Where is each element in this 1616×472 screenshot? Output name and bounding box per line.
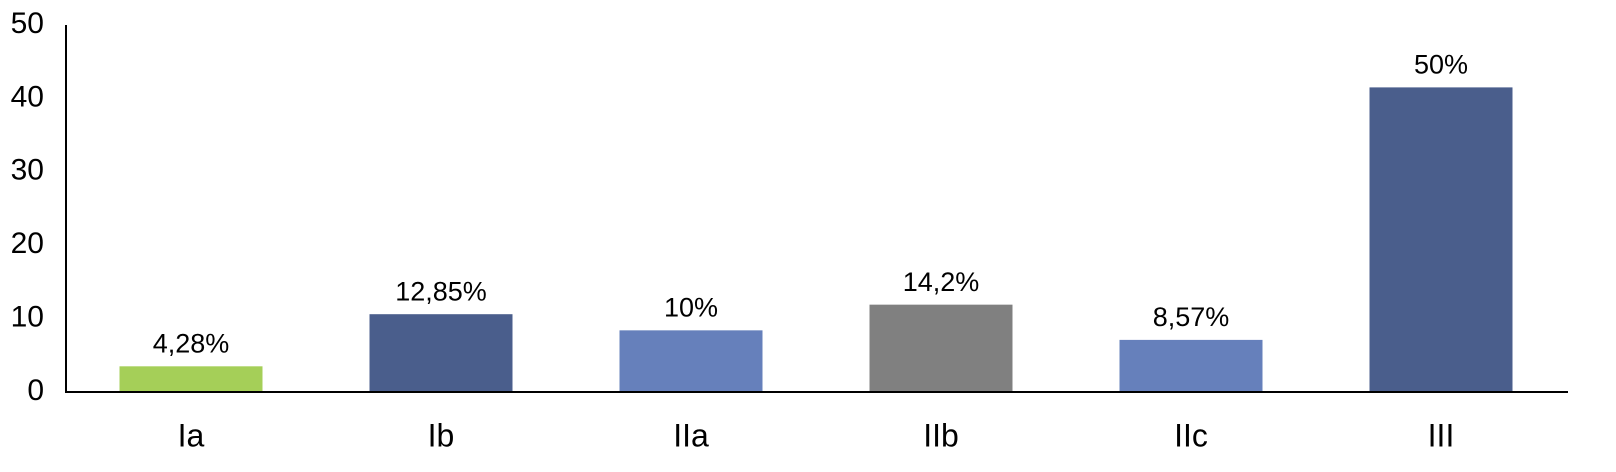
x-tick-label: IIa <box>673 417 709 453</box>
bar <box>119 366 263 392</box>
y-tick-label: 40 <box>11 80 44 113</box>
y-tick-label: 30 <box>11 154 44 187</box>
x-tick-label: Ib <box>428 417 455 453</box>
x-tick-label: Ia <box>178 417 205 453</box>
x-tick-label: IIb <box>923 417 959 453</box>
data-label: 12,85% <box>395 276 487 306</box>
bar <box>869 304 1013 392</box>
bar <box>1119 339 1263 392</box>
data-label: 4,28% <box>153 328 230 358</box>
data-label: 10% <box>664 292 718 322</box>
data-label: 50% <box>1414 50 1468 80</box>
x-tick-label: III <box>1428 417 1455 453</box>
data-label: 14,2% <box>903 267 980 297</box>
y-tick-label: 10 <box>11 301 44 334</box>
x-tick-label: IIc <box>1174 417 1208 453</box>
bar <box>1369 87 1513 392</box>
y-tick-label: 20 <box>11 227 44 260</box>
y-tick-label: 50 <box>11 7 44 40</box>
bar <box>369 314 513 392</box>
bar <box>619 330 763 392</box>
data-label: 8,57% <box>1153 302 1230 332</box>
y-tick-label: 0 <box>27 374 44 407</box>
